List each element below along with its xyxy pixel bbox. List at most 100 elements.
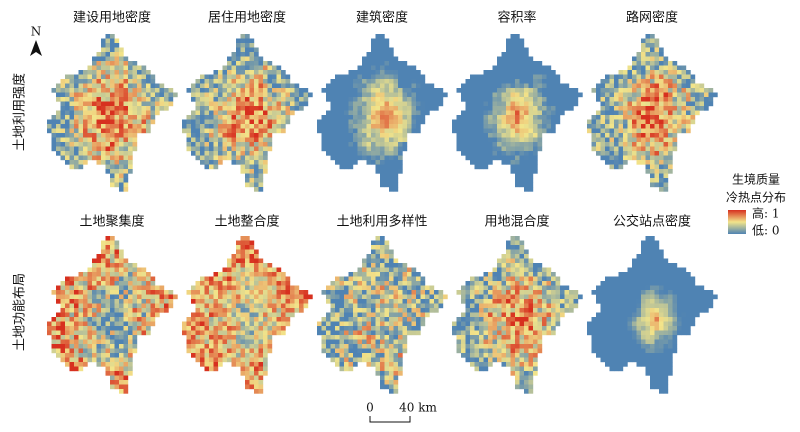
map-cell	[92, 357, 97, 363]
map-cell	[389, 74, 394, 80]
map-cell	[474, 339, 480, 345]
map-cell	[623, 106, 628, 111]
map-cell	[515, 380, 520, 385]
map-cell	[569, 294, 574, 300]
map-cell	[96, 348, 102, 354]
map-cell	[141, 303, 147, 309]
map-cell	[456, 115, 462, 120]
map-cell	[681, 79, 687, 84]
map-cell	[272, 294, 277, 300]
map-cell	[110, 155, 115, 161]
map-cell	[137, 92, 142, 98]
map-cell	[407, 276, 412, 282]
map-cell	[416, 276, 421, 282]
map-cell	[663, 182, 669, 188]
map-cell	[524, 371, 529, 376]
map-cell	[272, 299, 277, 304]
map-cell	[146, 276, 151, 282]
map-cell	[528, 357, 534, 363]
map-cell	[267, 79, 273, 84]
map-cell	[132, 101, 138, 107]
map-cell	[609, 155, 615, 161]
map-cell	[470, 353, 475, 358]
map-cell	[218, 339, 223, 345]
map-cell	[497, 101, 502, 107]
map-cell	[375, 169, 381, 174]
map-cell	[254, 137, 259, 143]
map-cell	[398, 142, 403, 147]
map-cell	[384, 160, 390, 165]
map-cell	[452, 119, 457, 125]
map-cell	[645, 74, 651, 80]
map-cell	[348, 133, 354, 138]
map-cell	[609, 326, 615, 331]
map-cell	[74, 281, 79, 286]
map-cell	[357, 326, 363, 331]
map-cell	[618, 281, 624, 286]
map-cell	[69, 92, 75, 98]
map-cell	[465, 330, 471, 336]
map-cell	[564, 299, 570, 304]
map-cell	[497, 83, 502, 89]
map-cell	[209, 124, 214, 129]
map-cell	[276, 74, 282, 80]
map-cell	[119, 384, 124, 390]
map-cell	[132, 312, 138, 318]
map-cell	[398, 61, 403, 66]
map-cell	[335, 146, 340, 152]
map-cell	[353, 344, 358, 349]
map-cell	[186, 290, 192, 295]
map-cell	[276, 267, 282, 273]
map-cell	[276, 106, 282, 111]
map-cell	[501, 61, 507, 66]
map-cell	[101, 101, 106, 107]
map-cell	[623, 357, 628, 363]
map-cell	[258, 326, 264, 331]
map-cell	[132, 70, 138, 75]
map-cell	[492, 124, 498, 129]
map-cell	[258, 299, 264, 304]
map-cell	[105, 47, 111, 53]
map-cell	[114, 353, 120, 358]
map-cell	[524, 119, 529, 125]
map-cell	[204, 142, 210, 147]
map-cell	[389, 142, 394, 147]
map-cell	[578, 92, 583, 98]
map-cell	[348, 348, 354, 354]
map-cell	[132, 326, 138, 331]
map-cell	[294, 92, 300, 98]
map-cell	[636, 263, 642, 268]
map-cell	[474, 303, 480, 309]
map-cell	[339, 128, 345, 134]
map-cell	[461, 146, 466, 152]
map-cell	[636, 65, 642, 71]
map-cell	[96, 290, 102, 295]
map-cell	[636, 92, 642, 98]
map-cell	[204, 119, 210, 125]
map-cell	[393, 146, 399, 152]
map-cell	[600, 155, 606, 161]
map-cell	[348, 124, 354, 129]
map-cell	[479, 119, 484, 125]
map-cell	[69, 357, 75, 363]
map-cell	[488, 348, 493, 354]
map-cell	[105, 43, 111, 48]
map-cell	[425, 97, 430, 102]
map-cell	[515, 115, 520, 120]
map-cell	[69, 326, 75, 331]
map-cell	[645, 160, 651, 165]
map-cell	[546, 119, 552, 125]
map-cell	[245, 61, 250, 66]
map-cell	[114, 380, 120, 385]
map-cell	[416, 110, 421, 116]
map-cell	[488, 330, 493, 336]
map-cell	[96, 88, 102, 93]
map-cell	[497, 151, 502, 156]
map-cell	[348, 146, 354, 152]
map-cell	[533, 357, 538, 363]
map-cell	[74, 119, 79, 125]
map-cell	[371, 357, 376, 363]
map-cell	[420, 92, 426, 98]
map-cell	[380, 178, 385, 183]
map-cell	[506, 160, 511, 165]
